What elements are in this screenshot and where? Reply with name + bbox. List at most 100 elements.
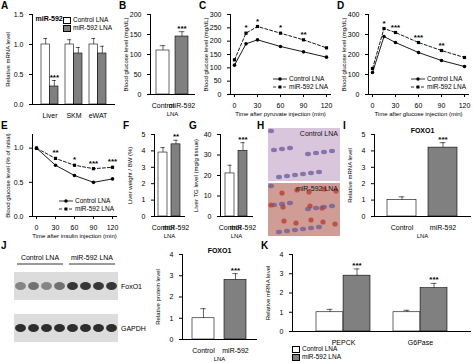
svg-text:LNA: LNA bbox=[164, 233, 176, 239]
svg-text:0: 0 bbox=[138, 91, 142, 98]
svg-text:60: 60 bbox=[277, 102, 285, 109]
svg-text:120: 120 bbox=[459, 102, 471, 109]
svg-text:90: 90 bbox=[90, 224, 98, 231]
svg-text:50: 50 bbox=[134, 71, 142, 78]
svg-text:Time after pyruvate injection: Time after pyruvate injection (min) bbox=[235, 111, 325, 117]
svg-text:4: 4 bbox=[280, 251, 284, 258]
svg-text:250: 250 bbox=[210, 24, 222, 31]
svg-text:90: 90 bbox=[300, 102, 308, 109]
svg-text:300: 300 bbox=[210, 11, 222, 18]
svg-text:150: 150 bbox=[130, 31, 142, 38]
svg-text:4: 4 bbox=[170, 251, 174, 258]
svg-text:1: 1 bbox=[142, 196, 146, 203]
svg-text:40: 40 bbox=[204, 131, 212, 138]
svg-text:3: 3 bbox=[362, 164, 366, 171]
svg-text:200: 200 bbox=[210, 37, 222, 44]
svg-text:60: 60 bbox=[71, 224, 79, 231]
svg-text:***: *** bbox=[352, 261, 362, 270]
svg-text:30: 30 bbox=[392, 102, 400, 109]
svg-text:30: 30 bbox=[52, 224, 60, 231]
svg-text:LNA: LNA bbox=[167, 111, 179, 117]
svg-text:miR-592 LNA: miR-592 LNA bbox=[71, 254, 113, 261]
svg-text:LNA: LNA bbox=[231, 233, 243, 239]
svg-text:Relative mRNA level: Relative mRNA level bbox=[5, 32, 11, 87]
svg-text:0: 0 bbox=[362, 213, 366, 220]
svg-text:1: 1 bbox=[280, 308, 284, 315]
svg-text:30: 30 bbox=[254, 102, 262, 109]
svg-text:1: 1 bbox=[170, 314, 174, 321]
svg-text:**: ** bbox=[438, 41, 445, 50]
svg-text:1.0: 1.0 bbox=[14, 41, 24, 48]
svg-text:***: *** bbox=[108, 157, 118, 166]
svg-text:***: *** bbox=[391, 23, 401, 32]
svg-text:miR-592: miR-592 bbox=[163, 224, 190, 231]
svg-text:Relative mRNA level: Relative mRNA level bbox=[265, 266, 271, 321]
svg-text:2: 2 bbox=[280, 289, 284, 296]
svg-text:4: 4 bbox=[362, 147, 366, 154]
svg-text:Liver TG level (mg/g tissue): Liver TG level (mg/g tissue) bbox=[193, 139, 199, 212]
svg-text:0: 0 bbox=[280, 328, 284, 335]
svg-text:Time after insulin injection (: Time after insulin injection (min) bbox=[32, 233, 116, 239]
svg-text:Control: Control bbox=[192, 347, 215, 354]
svg-text:90: 90 bbox=[438, 102, 446, 109]
svg-text:0: 0 bbox=[218, 91, 222, 98]
svg-text:0: 0 bbox=[233, 102, 237, 109]
svg-text:*: * bbox=[73, 155, 77, 164]
svg-text:100: 100 bbox=[210, 64, 222, 71]
svg-text:1.0: 1.0 bbox=[14, 144, 24, 151]
svg-text:0: 0 bbox=[35, 224, 39, 231]
svg-text:2: 2 bbox=[142, 180, 146, 187]
svg-text:miR-592: miR-592 bbox=[230, 224, 257, 231]
svg-text:0: 0 bbox=[170, 336, 174, 343]
svg-text:GAPDH: GAPDH bbox=[121, 325, 146, 332]
svg-text:20: 20 bbox=[204, 172, 212, 179]
svg-text:SKM: SKM bbox=[66, 112, 81, 119]
svg-text:0.5: 0.5 bbox=[14, 71, 24, 78]
svg-text:***: *** bbox=[231, 266, 241, 275]
svg-text:100: 100 bbox=[130, 51, 142, 58]
svg-text:***: *** bbox=[429, 275, 439, 284]
svg-text:1: 1 bbox=[362, 196, 366, 203]
svg-text:100: 100 bbox=[348, 71, 360, 78]
svg-text:Blood glucose level (mg/dL): Blood glucose level (mg/dL) bbox=[123, 17, 129, 91]
svg-text:400: 400 bbox=[348, 11, 360, 18]
svg-text:Blood glucose level (% of init: Blood glucose level (% of initial) bbox=[5, 133, 11, 218]
svg-text:200: 200 bbox=[130, 11, 142, 18]
svg-text:**: ** bbox=[52, 148, 59, 157]
svg-text:Control LNA: Control LNA bbox=[21, 254, 59, 261]
svg-text:Control: Control bbox=[391, 224, 414, 231]
svg-text:60: 60 bbox=[415, 102, 423, 109]
svg-text:120: 120 bbox=[107, 224, 119, 231]
svg-text:3: 3 bbox=[142, 164, 146, 171]
svg-text:FOXO1: FOXO1 bbox=[411, 127, 435, 134]
svg-text:0: 0 bbox=[142, 213, 146, 220]
svg-text:50: 50 bbox=[214, 77, 222, 84]
svg-text:FOXO1: FOXO1 bbox=[208, 247, 232, 254]
svg-text:***: *** bbox=[414, 33, 424, 42]
svg-text:***: *** bbox=[177, 24, 187, 33]
svg-text:300: 300 bbox=[348, 31, 360, 38]
svg-text:2: 2 bbox=[362, 180, 366, 187]
svg-text:30: 30 bbox=[204, 151, 212, 158]
svg-text:1.5: 1.5 bbox=[14, 11, 24, 18]
svg-text:*: * bbox=[256, 17, 260, 26]
svg-text:LNA: LNA bbox=[417, 233, 429, 239]
svg-text:0.0: 0.0 bbox=[14, 213, 24, 220]
svg-text:10: 10 bbox=[204, 192, 212, 199]
svg-text:eWAT: eWAT bbox=[89, 112, 108, 119]
svg-text:0: 0 bbox=[208, 213, 212, 220]
svg-text:Relative protein level: Relative protein level bbox=[155, 269, 161, 325]
svg-text:**: ** bbox=[300, 30, 307, 39]
svg-text:Relative mRNA level: Relative mRNA level bbox=[347, 148, 353, 203]
svg-text:FoxO1: FoxO1 bbox=[121, 283, 142, 290]
svg-text:***: *** bbox=[50, 73, 60, 82]
svg-text:120: 120 bbox=[321, 102, 333, 109]
svg-text:0.0: 0.0 bbox=[14, 101, 24, 108]
svg-text:0: 0 bbox=[356, 91, 360, 98]
svg-text:3: 3 bbox=[170, 272, 174, 279]
svg-text:3: 3 bbox=[280, 270, 284, 277]
svg-text:Liver: Liver bbox=[42, 112, 58, 119]
svg-text:Blood glucose level (mg/dL): Blood glucose level (mg/dL) bbox=[203, 17, 209, 91]
svg-text:200: 200 bbox=[348, 51, 360, 58]
svg-text:Control LNA: Control LNA bbox=[300, 130, 338, 137]
